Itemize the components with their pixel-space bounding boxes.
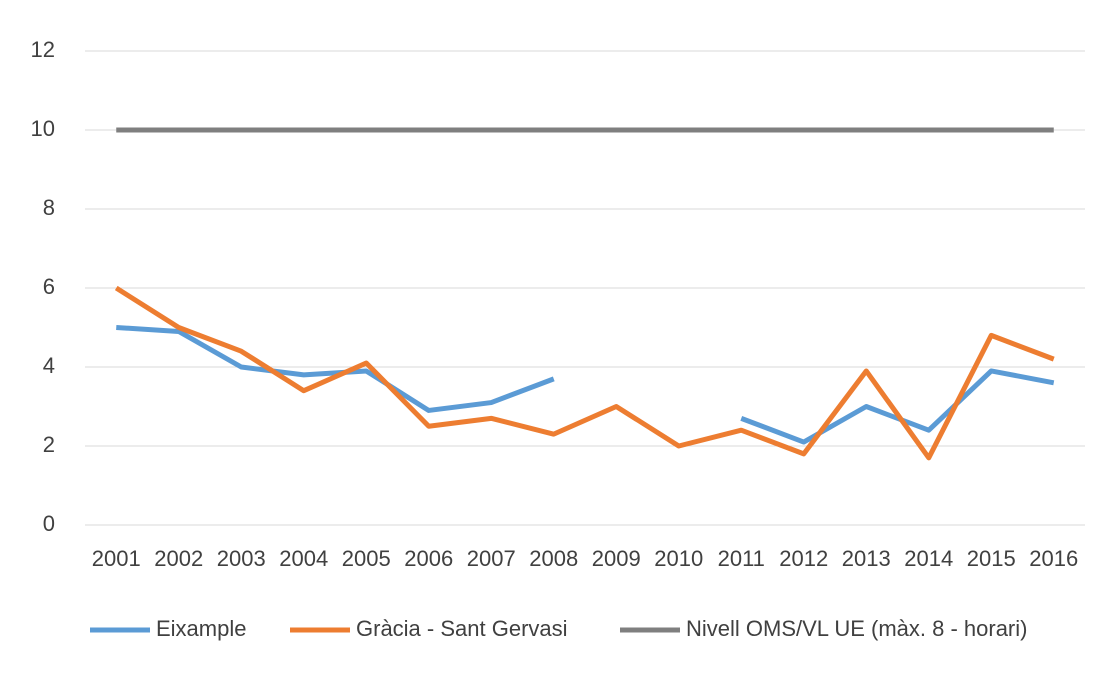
x-tick-label: 2004 (279, 546, 328, 571)
x-tick-label: 2016 (1029, 546, 1078, 571)
x-tick-label: 2007 (467, 546, 516, 571)
x-tick-label: 2015 (967, 546, 1016, 571)
x-tick-label: 2009 (592, 546, 641, 571)
legend-label: Eixample (156, 616, 246, 641)
y-tick-label: 6 (43, 274, 55, 299)
legend-label: Gràcia - Sant Gervasi (356, 616, 568, 641)
x-tick-label: 2003 (217, 546, 266, 571)
y-tick-label: 10 (31, 116, 55, 141)
y-tick-label: 8 (43, 195, 55, 220)
y-tick-label: 0 (43, 511, 55, 536)
x-tick-label: 2012 (779, 546, 828, 571)
x-tick-label: 2013 (842, 546, 891, 571)
x-tick-label: 2005 (342, 546, 391, 571)
x-tick-label: 2002 (154, 546, 203, 571)
x-tick-label: 2010 (654, 546, 703, 571)
x-tick-label: 2014 (904, 546, 953, 571)
x-tick-label: 2008 (529, 546, 578, 571)
y-tick-label: 12 (31, 37, 55, 62)
y-tick-label: 2 (43, 432, 55, 457)
legend-label: Nivell OMS/VL UE (màx. 8 - horari) (686, 616, 1027, 641)
x-tick-label: 2006 (404, 546, 453, 571)
series-line (114, 285, 1055, 461)
x-tick-label: 2011 (718, 546, 765, 571)
series-line (116, 325, 1055, 445)
x-tick-label: 2001 (92, 546, 141, 571)
y-tick-label: 4 (43, 353, 55, 378)
